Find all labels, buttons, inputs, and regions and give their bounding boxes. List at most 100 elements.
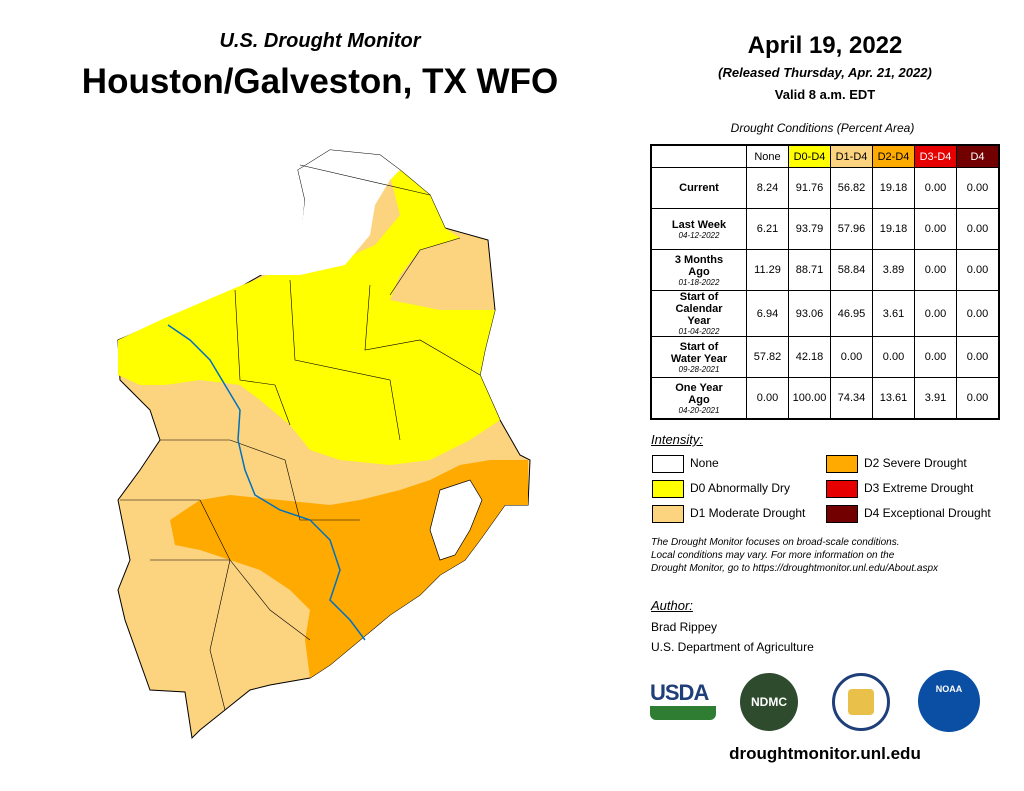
cell: 56.82: [830, 167, 873, 209]
cell: 88.71: [788, 249, 831, 291]
legend-label: D2 Severe Drought: [864, 456, 967, 471]
cell: 57.96: [830, 208, 873, 250]
legend-item: None: [652, 455, 719, 473]
cell: 0.00: [956, 208, 1000, 250]
doc-logo: [832, 673, 890, 731]
table-row: Current 8.24 91.76 56.82 19.18 0.00 0.00: [650, 167, 1000, 209]
cell: 57.82: [746, 336, 789, 378]
usda-text: USDA: [650, 680, 709, 705]
cell: 0.00: [872, 336, 915, 378]
cell: 100.00: [788, 377, 831, 420]
author-line: U.S. Department of Agriculture: [651, 640, 814, 654]
legend-item: D1 Moderate Drought: [652, 505, 805, 523]
cell: 0.00: [956, 336, 1000, 378]
cell: 0.00: [956, 249, 1000, 291]
doc-seal: [848, 689, 874, 715]
cell: 6.94: [746, 290, 789, 337]
legend-swatch: [652, 480, 684, 498]
cell: 0.00: [746, 377, 789, 420]
legend-swatch: [826, 480, 858, 498]
author-line: Brad Rippey: [651, 620, 718, 634]
cell: 8.24: [746, 167, 789, 209]
note-line: Local conditions may vary. For more info…: [651, 550, 895, 561]
legend-swatch: [826, 455, 858, 473]
title: Houston/Galveston, TX WFO: [81, 62, 559, 101]
cell: 42.18: [788, 336, 831, 378]
row-label-text: Start of Water Year: [670, 340, 728, 365]
bay: [429, 479, 483, 561]
row-date: 04-20-2021: [678, 405, 720, 415]
column-header: D1-D4: [830, 144, 873, 168]
date: April 19, 2022: [747, 32, 903, 59]
map: [117, 149, 531, 740]
row-date: 04-12-2022: [678, 230, 720, 240]
legend-label: D0 Abnormally Dry: [690, 481, 791, 496]
table-row: 3 Months Ago 01-18-2022 11.29 88.71 58.84 3.8…: [650, 249, 1000, 291]
row-label: Current: [650, 167, 747, 209]
cell: 11.29: [746, 249, 789, 291]
row-date: 09-28-2021: [678, 364, 720, 374]
row-label: One Year Ago 04-20-2021: [650, 377, 747, 420]
cell: 74.34: [830, 377, 873, 420]
cell: 3.61: [872, 290, 915, 337]
noaa-text: NOAA: [935, 684, 963, 694]
table-caption: Drought Conditions (Percent Area): [730, 121, 915, 135]
column-header: D4: [956, 144, 1000, 168]
subtitle: U.S. Drought Monitor: [219, 30, 421, 52]
legend-swatch: [652, 455, 684, 473]
conditions-table: None D0-D4 D1-D4 D2-D4 D3-D4 D4 Current 8.24 91…: [650, 144, 1000, 420]
ndmc-logo: NDMC: [740, 673, 798, 731]
url: droughtmonitor.unl.edu: [729, 744, 921, 763]
row-label: Start of Water Year 09-28-2021: [650, 336, 747, 378]
column-header: D0-D4: [788, 144, 831, 168]
cell: 0.00: [956, 377, 1000, 420]
row-label: Start of Calendar Year 01-04-2022: [650, 290, 747, 337]
cell: 93.06: [788, 290, 831, 337]
cell: 6.21: [746, 208, 789, 250]
table-row: Start of Water Year 09-28-2021 57.82 42.18 0…: [650, 336, 1000, 378]
county-lines: [120, 164, 481, 711]
row-date: 01-18-2022: [678, 277, 720, 287]
cell: 0.00: [956, 167, 1000, 209]
author-title: Author:: [651, 598, 693, 613]
table-body: Current 8.24 91.76 56.82 19.18 0.00 0.00 Last W…: [650, 167, 1000, 420]
row-label-text: One Year Ago: [675, 381, 723, 406]
row-label-text: 3 Months Ago: [674, 253, 724, 278]
notes: The Drought Monitor focuses on broad-sca…: [651, 536, 938, 575]
legend-item: D4 Exceptional Drought: [826, 505, 991, 523]
cell: 0.00: [914, 167, 957, 209]
table-row: Last Week 04-12-2022 6.21 93.79 57.96 19.18 0.…: [650, 208, 1000, 250]
table-row: One Year Ago 04-20-2021 0.00 100.00 74.34 13.…: [650, 377, 1000, 420]
cell: 91.76: [788, 167, 831, 209]
corner: [650, 144, 747, 168]
note-line: Drought Monitor, go to https://droughtmo…: [651, 563, 939, 574]
none-area: [240, 150, 400, 275]
d0-area: [118, 170, 500, 465]
cell: 0.00: [956, 290, 1000, 337]
cell: 0.00: [914, 208, 957, 250]
row-label: Last Week 04-12-2022: [650, 208, 747, 250]
note-line: The Drought Monitor focuses on broad-sca…: [651, 537, 900, 548]
table-row: Start of Calendar Year 01-04-2022 6.94 93.0…: [650, 290, 1000, 337]
row-label: 3 Months Ago 01-18-2022: [650, 249, 747, 291]
cell: 93.79: [788, 208, 831, 250]
row-date: 01-04-2022: [678, 327, 720, 336]
ndmc-text: NDMC: [751, 695, 787, 709]
cell: 19.18: [872, 167, 915, 209]
row-label-text: Last Week: [671, 218, 727, 231]
cell: 0.00: [830, 336, 873, 378]
cell: 3.91: [914, 377, 957, 420]
legend-label: D1 Moderate Drought: [690, 506, 806, 521]
legend-item: D3 Extreme Drought: [826, 480, 973, 498]
legend-label: None: [690, 456, 719, 471]
usda-logo: USDA: [650, 680, 716, 726]
usda-band: [650, 706, 716, 720]
row-label-text: Current: [679, 182, 719, 194]
cell: 58.84: [830, 249, 873, 291]
released: (Released Thursday, Apr. 21, 2022): [718, 65, 932, 80]
legend-label: D3 Extreme Drought: [864, 481, 974, 496]
cell: 46.95: [830, 290, 873, 337]
author-lines: Brad Rippey U.S. Department of Agricultur…: [651, 617, 814, 657]
legend-swatch: [826, 505, 858, 523]
